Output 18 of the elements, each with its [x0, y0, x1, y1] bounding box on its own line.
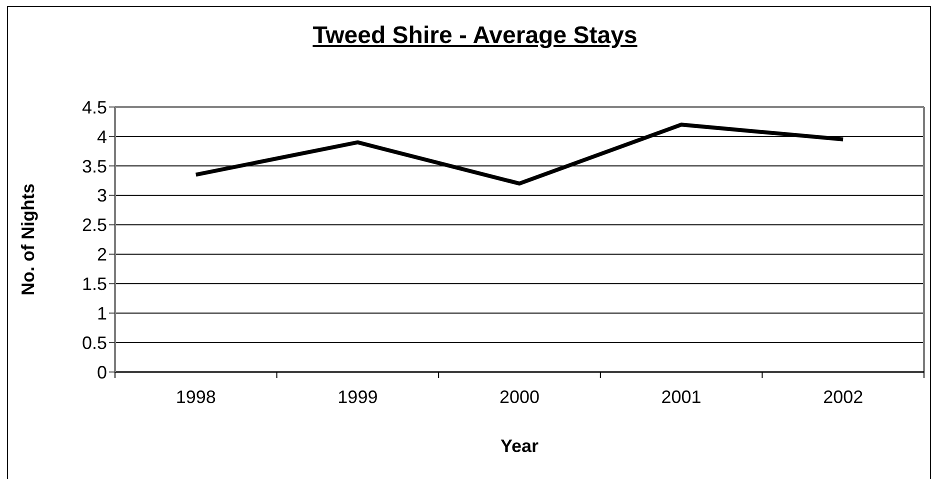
x-tick-label: 2002 [823, 387, 864, 407]
y-tick-label: 0 [96, 362, 107, 382]
y-tick-label: 2.5 [82, 215, 107, 236]
x-tick-label: 2001 [661, 387, 702, 407]
x-tick-label: 1999 [338, 387, 378, 407]
y-tick-label: 0.5 [82, 332, 107, 353]
y-tick-label: 2 [96, 244, 107, 265]
x-tick-label: 2000 [499, 387, 540, 407]
y-tick-label: 3 [96, 186, 107, 206]
x-axis-title: Year [500, 436, 539, 456]
chart-title: Tweed Shire - Average Stays [312, 22, 638, 50]
y-tick-label: 4.5 [82, 97, 107, 118]
x-tick-label: 1998 [176, 387, 216, 407]
y-tick-label: 3.5 [82, 156, 107, 176]
y-axis-title: No. of Nights [18, 184, 38, 296]
y-tick-label: 1.5 [82, 274, 107, 294]
y-tick-label: 1 [96, 304, 107, 324]
y-tick-label: 4 [96, 126, 107, 147]
